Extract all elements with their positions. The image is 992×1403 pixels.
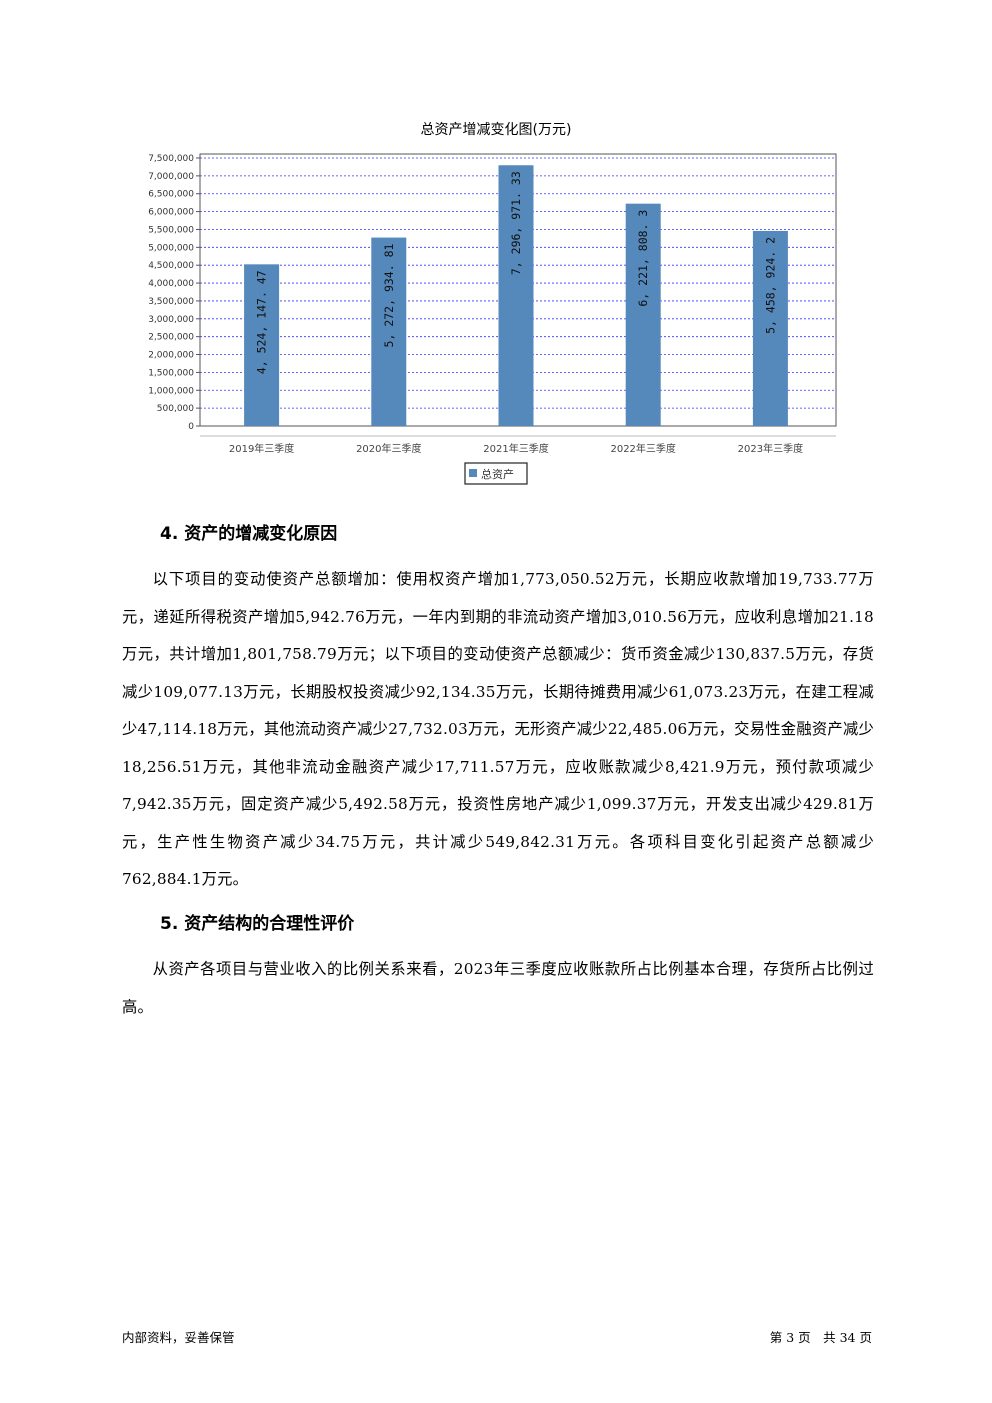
y-tick-label: 0 bbox=[188, 422, 194, 432]
bar-data-label: 7, 296, 971. 33 bbox=[509, 171, 523, 275]
bar-data-label: 5, 458, 924. 2 bbox=[763, 237, 777, 334]
legend-swatch bbox=[469, 469, 477, 477]
footer-page-number: 第 3 页 共 34 页 bbox=[769, 1330, 872, 1345]
y-tick-label: 5,000,000 bbox=[148, 243, 194, 253]
y-tick-label: 500,000 bbox=[157, 404, 194, 414]
y-tick-label: 7,000,000 bbox=[148, 172, 194, 182]
x-tick-label: 2023年三季度 bbox=[738, 442, 803, 455]
bar bbox=[752, 230, 788, 426]
bar-data-label: 6, 221, 808. 3 bbox=[636, 210, 650, 307]
y-tick-label: 3,500,000 bbox=[148, 297, 194, 307]
section-paragraph-5: 从资产各项目与营业收入的比例关系来看，2023年三季度应收账款所占比例基本合理，… bbox=[122, 960, 874, 1016]
bar-data-label: 5, 272, 934. 81 bbox=[382, 244, 396, 348]
y-tick-label: 6,000,000 bbox=[148, 208, 194, 218]
bar bbox=[371, 237, 407, 426]
x-tick-label: 2021年三季度 bbox=[483, 442, 548, 455]
y-tick-label: 2,000,000 bbox=[148, 351, 194, 361]
y-tick-label: 4,000,000 bbox=[148, 279, 194, 289]
bar bbox=[498, 165, 534, 427]
y-tick-label: 7,500,000 bbox=[148, 154, 194, 164]
footer-confidential: 内部资料，妥善保管 bbox=[122, 1330, 235, 1345]
x-tick-label: 2019年三季度 bbox=[229, 442, 294, 455]
y-tick-label: 1,000,000 bbox=[148, 386, 194, 396]
y-tick-label: 2,500,000 bbox=[148, 333, 194, 343]
bar bbox=[244, 264, 280, 426]
section-heading-4: 4. 资产的增减变化原因 bbox=[160, 524, 338, 544]
legend-label: 总资产 bbox=[481, 467, 514, 481]
y-tick-label: 3,000,000 bbox=[148, 315, 194, 325]
y-tick-label: 5,500,000 bbox=[148, 225, 194, 235]
legend-box bbox=[464, 462, 528, 485]
bar bbox=[625, 203, 661, 426]
bar-data-label: 4, 524, 147. 47 bbox=[255, 270, 269, 374]
x-tick-label: 2022年三季度 bbox=[610, 442, 675, 455]
y-tick-label: 4,500,000 bbox=[148, 261, 194, 271]
y-tick-label: 1,500,000 bbox=[148, 368, 194, 378]
chart-title: 总资产增减变化图(万元) bbox=[420, 122, 572, 138]
section-paragraph-4: 以下项目的变动使资产总额增加：使用权资产增加1,773,050.52万元，长期应… bbox=[122, 570, 874, 888]
y-tick-label: 6,500,000 bbox=[148, 190, 194, 200]
x-tick-label: 2020年三季度 bbox=[356, 442, 421, 455]
section-heading-5: 5. 资产结构的合理性评价 bbox=[160, 914, 355, 934]
bar-chart: 0 500,000 1,000,000 1,500,000 2,000,000 2,500… bbox=[148, 153, 837, 485]
